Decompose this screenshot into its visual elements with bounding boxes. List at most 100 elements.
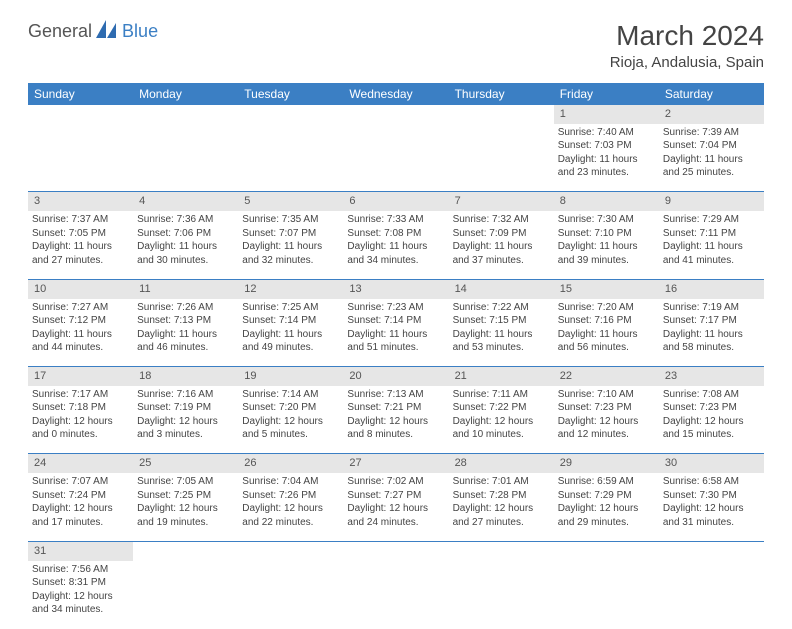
sunset-text: Sunset: 7:25 PM: [137, 489, 234, 503]
sunrise-text: Sunrise: 7:32 AM: [453, 213, 550, 227]
sunrise-text: Sunrise: 7:26 AM: [137, 301, 234, 315]
day-cell: Sunrise: 7:26 AMSunset: 7:13 PMDaylight:…: [133, 299, 238, 367]
daylight1-text: Daylight: 12 hours: [242, 502, 339, 516]
sunset-text: Sunset: 7:15 PM: [453, 314, 550, 328]
day-number: [133, 105, 238, 124]
day-header-row: SundayMondayTuesdayWednesdayThursdayFrid…: [28, 83, 764, 105]
day-cell: Sunrise: 7:07 AMSunset: 7:24 PMDaylight:…: [28, 473, 133, 541]
calendar-table: SundayMondayTuesdayWednesdayThursdayFrid…: [28, 83, 764, 629]
day-number: 27: [343, 454, 448, 473]
day-cell: [449, 124, 554, 192]
sunrise-text: Sunrise: 7:40 AM: [558, 126, 655, 140]
sunrise-text: Sunrise: 7:33 AM: [347, 213, 444, 227]
daylight2-text: and 49 minutes.: [242, 341, 339, 355]
daylight2-text: and 30 minutes.: [137, 254, 234, 268]
daylight2-text: and 19 minutes.: [137, 516, 234, 530]
daylight2-text: and 27 minutes.: [453, 516, 550, 530]
day-number: 9: [659, 192, 764, 211]
day-number: 22: [554, 367, 659, 386]
daylight2-text: and 8 minutes.: [347, 428, 444, 442]
daylight2-text: and 22 minutes.: [242, 516, 339, 530]
daylight2-text: and 34 minutes.: [32, 603, 129, 617]
sunset-text: Sunset: 7:19 PM: [137, 401, 234, 415]
sunrise-text: Sunrise: 7:37 AM: [32, 213, 129, 227]
day-cell: Sunrise: 7:01 AMSunset: 7:28 PMDaylight:…: [449, 473, 554, 541]
daynum-row: 31: [28, 541, 764, 560]
sunrise-text: Sunrise: 7:19 AM: [663, 301, 760, 315]
day-number: 4: [133, 192, 238, 211]
sunrise-text: Sunrise: 7:39 AM: [663, 126, 760, 140]
daylight1-text: Daylight: 11 hours: [558, 240, 655, 254]
sunset-text: Sunset: 7:26 PM: [242, 489, 339, 503]
day-number: 3: [28, 192, 133, 211]
daylight1-text: Daylight: 11 hours: [663, 153, 760, 167]
daylight1-text: Daylight: 12 hours: [558, 415, 655, 429]
day-cell: Sunrise: 7:10 AMSunset: 7:23 PMDaylight:…: [554, 386, 659, 454]
daylight1-text: Daylight: 11 hours: [137, 328, 234, 342]
day-cell: Sunrise: 7:08 AMSunset: 7:23 PMDaylight:…: [659, 386, 764, 454]
day-number: 12: [238, 279, 343, 298]
daylight2-text: and 56 minutes.: [558, 341, 655, 355]
day-number: [238, 105, 343, 124]
day-number: [238, 541, 343, 560]
sunrise-text: Sunrise: 7:05 AM: [137, 475, 234, 489]
sunrise-text: Sunrise: 7:35 AM: [242, 213, 339, 227]
day-number: 26: [238, 454, 343, 473]
daylight2-text: and 25 minutes.: [663, 166, 760, 180]
day-number: 6: [343, 192, 448, 211]
day-number: [449, 541, 554, 560]
sunset-text: Sunset: 7:24 PM: [32, 489, 129, 503]
location-text: Rioja, Andalusia, Spain: [610, 54, 764, 71]
week-row: Sunrise: 7:27 AMSunset: 7:12 PMDaylight:…: [28, 299, 764, 367]
logo: General Blue: [28, 20, 158, 43]
daylight2-text: and 23 minutes.: [558, 166, 655, 180]
day-header: Thursday: [449, 83, 554, 105]
sunrise-text: Sunrise: 7:17 AM: [32, 388, 129, 402]
sunset-text: Sunset: 7:08 PM: [347, 227, 444, 241]
daylight1-text: Daylight: 12 hours: [558, 502, 655, 516]
day-number: 16: [659, 279, 764, 298]
day-cell: [343, 561, 448, 629]
sunset-text: Sunset: 7:10 PM: [558, 227, 655, 241]
day-cell: Sunrise: 7:23 AMSunset: 7:14 PMDaylight:…: [343, 299, 448, 367]
sunset-text: Sunset: 7:23 PM: [663, 401, 760, 415]
day-header: Monday: [133, 83, 238, 105]
day-cell: Sunrise: 7:35 AMSunset: 7:07 PMDaylight:…: [238, 211, 343, 279]
day-header: Saturday: [659, 83, 764, 105]
daylight2-text: and 0 minutes.: [32, 428, 129, 442]
sunrise-text: Sunrise: 6:59 AM: [558, 475, 655, 489]
day-number: 24: [28, 454, 133, 473]
sunset-text: Sunset: 7:11 PM: [663, 227, 760, 241]
day-cell: [238, 124, 343, 192]
day-number: 15: [554, 279, 659, 298]
sunset-text: Sunset: 7:27 PM: [347, 489, 444, 503]
daynum-row: 10111213141516: [28, 279, 764, 298]
day-number: 13: [343, 279, 448, 298]
sunrise-text: Sunrise: 7:04 AM: [242, 475, 339, 489]
sunset-text: Sunset: 7:23 PM: [558, 401, 655, 415]
day-number: 2: [659, 105, 764, 124]
week-row: Sunrise: 7:37 AMSunset: 7:05 PMDaylight:…: [28, 211, 764, 279]
sunrise-text: Sunrise: 7:25 AM: [242, 301, 339, 315]
day-header: Sunday: [28, 83, 133, 105]
day-cell: Sunrise: 6:59 AMSunset: 7:29 PMDaylight:…: [554, 473, 659, 541]
daylight2-text: and 5 minutes.: [242, 428, 339, 442]
day-cell: Sunrise: 7:04 AMSunset: 7:26 PMDaylight:…: [238, 473, 343, 541]
day-number: 21: [449, 367, 554, 386]
day-number: [28, 105, 133, 124]
daylight2-text: and 12 minutes.: [558, 428, 655, 442]
day-cell: Sunrise: 7:14 AMSunset: 7:20 PMDaylight:…: [238, 386, 343, 454]
daylight2-text: and 41 minutes.: [663, 254, 760, 268]
daynum-row: 3456789: [28, 192, 764, 211]
day-cell: [238, 561, 343, 629]
day-number: 20: [343, 367, 448, 386]
daylight2-text: and 3 minutes.: [137, 428, 234, 442]
daylight1-text: Daylight: 11 hours: [32, 328, 129, 342]
day-cell: Sunrise: 7:29 AMSunset: 7:11 PMDaylight:…: [659, 211, 764, 279]
sunrise-text: Sunrise: 7:13 AM: [347, 388, 444, 402]
sunset-text: Sunset: 7:04 PM: [663, 139, 760, 153]
day-cell: [133, 124, 238, 192]
day-cell: [554, 561, 659, 629]
day-cell: Sunrise: 7:39 AMSunset: 7:04 PMDaylight:…: [659, 124, 764, 192]
daylight1-text: Daylight: 11 hours: [663, 240, 760, 254]
